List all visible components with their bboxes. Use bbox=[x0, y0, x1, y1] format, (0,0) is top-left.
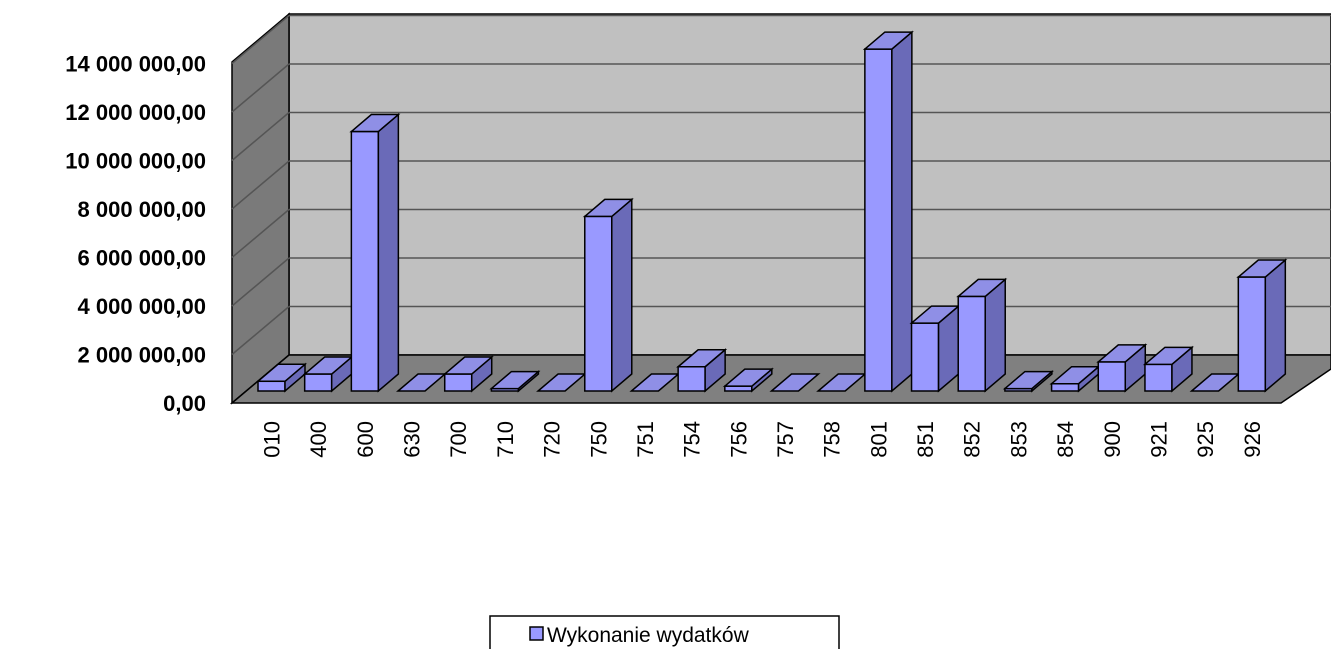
bar-top bbox=[1236, 259, 1288, 278]
grid-line-side bbox=[231, 160, 290, 210]
x-tick-label: 750 bbox=[586, 421, 611, 458]
bar-front bbox=[303, 373, 333, 392]
bar bbox=[722, 367, 774, 393]
y-tick-label: 4 000 000,00 bbox=[78, 294, 206, 319]
bar-top bbox=[489, 370, 541, 390]
bar-front bbox=[350, 130, 380, 392]
bar bbox=[1096, 343, 1148, 393]
legend-label: Wykonanie wydatków bbox=[547, 624, 750, 647]
x-tick-label: 926 bbox=[1240, 421, 1265, 458]
x-tick-label: 758 bbox=[820, 421, 845, 458]
y-axis-ticks: 0,00 2 000 000,00 4 000 000,00 6 000 000,00… bbox=[65, 52, 206, 417]
x-tick-label: 710 bbox=[493, 421, 518, 458]
bar-front bbox=[910, 322, 940, 392]
x-tick-label: 754 bbox=[680, 421, 705, 458]
grid-line-side bbox=[231, 257, 290, 307]
bar-front bbox=[677, 366, 706, 392]
bar bbox=[1002, 369, 1054, 393]
x-tick-label: 851 bbox=[913, 421, 938, 458]
bar-top bbox=[676, 349, 728, 368]
bar-side bbox=[611, 197, 633, 393]
x-tick-label: 010 bbox=[260, 421, 285, 458]
bar bbox=[956, 277, 1008, 393]
bar-top bbox=[1002, 370, 1054, 390]
y-tick-label: 2 000 000,00 bbox=[78, 343, 206, 368]
y-tick-label: 6 000 000,00 bbox=[78, 246, 206, 271]
x-tick-label: 854 bbox=[1053, 421, 1078, 458]
side-wall bbox=[231, 12, 290, 405]
x-tick-label: 720 bbox=[540, 421, 565, 458]
bar bbox=[1142, 345, 1194, 393]
grid-lines bbox=[231, 14, 1331, 356]
bar bbox=[769, 373, 821, 392]
grid-line-side bbox=[231, 111, 290, 162]
y-tick-label: 8 000 000,00 bbox=[78, 197, 206, 222]
grid-line-side bbox=[231, 63, 290, 113]
bar-front bbox=[1144, 363, 1173, 392]
bar-top bbox=[1096, 344, 1148, 363]
bar bbox=[676, 348, 728, 393]
x-tick-label: 751 bbox=[633, 421, 658, 458]
bar-top bbox=[255, 363, 308, 383]
legend-box bbox=[489, 615, 840, 654]
x-tick-label: 600 bbox=[353, 421, 378, 458]
x-tick-label: 925 bbox=[1193, 421, 1218, 458]
bar-front bbox=[257, 380, 286, 392]
bar-side bbox=[891, 30, 913, 393]
x-tick-label: 757 bbox=[773, 421, 798, 458]
bar-front bbox=[584, 215, 613, 392]
bar bbox=[489, 369, 541, 393]
bar-top bbox=[349, 113, 401, 133]
x-tick-label: 852 bbox=[960, 421, 985, 458]
x-tick-label: 700 bbox=[446, 421, 471, 458]
bar-side bbox=[377, 112, 400, 393]
bar-side bbox=[984, 277, 1006, 393]
bar-side bbox=[1264, 258, 1287, 393]
bar-front bbox=[443, 373, 473, 392]
bar bbox=[1236, 258, 1288, 393]
grid-line-side bbox=[231, 14, 290, 65]
x-tick-label: 801 bbox=[866, 421, 891, 458]
back-wall bbox=[288, 13, 1331, 356]
bar-top bbox=[862, 31, 914, 50]
legend-swatch bbox=[529, 626, 544, 641]
bar bbox=[862, 30, 914, 393]
y-tick-label: 10 000 000,00 bbox=[65, 149, 206, 174]
bar-front bbox=[1237, 276, 1267, 392]
bar bbox=[582, 197, 634, 393]
x-tick-label: 756 bbox=[726, 421, 751, 458]
x-tick-label: 921 bbox=[1146, 421, 1171, 458]
x-tick-label: 400 bbox=[306, 421, 331, 458]
bar-top bbox=[582, 198, 634, 218]
bar-front bbox=[957, 295, 986, 392]
x-tick-label: 630 bbox=[400, 421, 425, 458]
bar bbox=[349, 112, 401, 393]
legend: Wykonanie wydatków bbox=[489, 615, 840, 654]
x-tick-label: 900 bbox=[1100, 421, 1125, 458]
bar-top bbox=[722, 368, 774, 387]
bars bbox=[255, 30, 1288, 393]
x-axis-ticks: 010 400 600 630 700 710 720 750 751 754 756 757 758 8… bbox=[260, 421, 1265, 458]
grid-line-side bbox=[231, 305, 290, 356]
y-tick-label: 12 000 000,00 bbox=[65, 100, 206, 125]
bar-front bbox=[1050, 382, 1080, 392]
bar bbox=[909, 304, 961, 393]
y-tick-label: 14 000 000,00 bbox=[65, 52, 206, 77]
bar-top bbox=[956, 278, 1008, 298]
bar-top bbox=[769, 373, 821, 392]
y-tick-label: 0,00 bbox=[163, 391, 206, 416]
x-tick-label: 853 bbox=[1006, 421, 1031, 458]
bar-front bbox=[1097, 361, 1127, 392]
bar bbox=[1049, 365, 1101, 393]
bar-front bbox=[864, 48, 893, 392]
grid-line-side bbox=[231, 208, 290, 259]
bar-top bbox=[442, 356, 494, 375]
bar bbox=[442, 355, 494, 393]
bar-top bbox=[1142, 346, 1194, 366]
